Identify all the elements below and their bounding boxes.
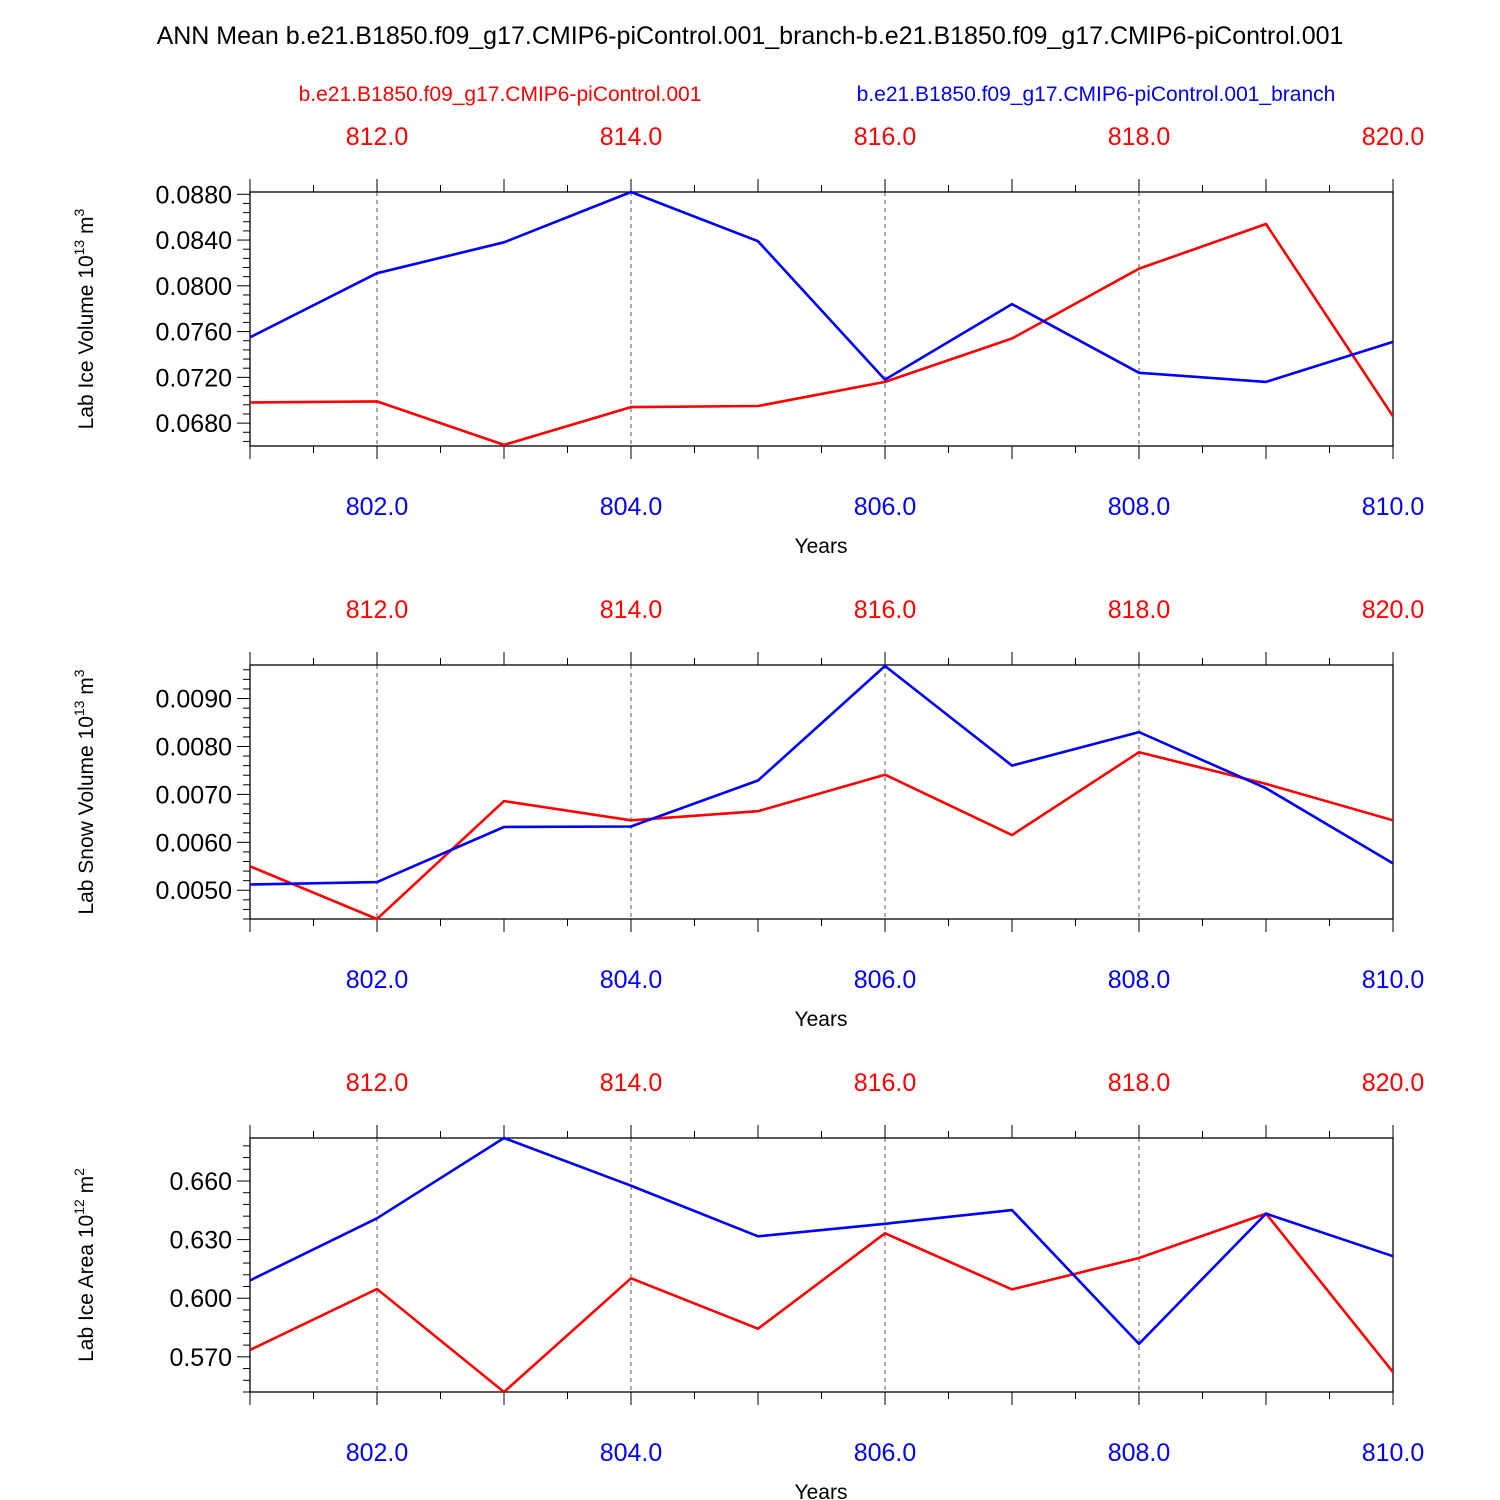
- y-axis-label-unit-exponent: 3: [71, 669, 87, 677]
- y-axis-label-exponent: 13: [71, 700, 87, 716]
- series-line-control: [250, 1212, 1393, 1394]
- x-tick-label-bottom: 802.0: [346, 966, 409, 994]
- x-tick-label-bottom: 810.0: [1362, 493, 1425, 521]
- plot-frame: [249, 191, 1394, 447]
- x-tick-label-top: 812.0: [346, 596, 409, 624]
- x-tick-label-bottom: 808.0: [1108, 1439, 1171, 1467]
- panel-3: 0.570 0.600 0.630 0.660 812.0 814.0 816.0 818.0…: [71, 1069, 1424, 1500]
- x-axis-label: Years: [795, 1481, 848, 1500]
- x-tick-label-bottom: 802.0: [346, 493, 409, 521]
- x-tick-label-top: 816.0: [854, 123, 917, 151]
- x-tick-label-bottom: 810.0: [1362, 966, 1425, 994]
- y-tick-label: 0.0080: [156, 733, 232, 761]
- x-tick-label-bottom: 804.0: [600, 1439, 663, 1467]
- x-tick-label-bottom: 806.0: [854, 493, 917, 521]
- y-axis-label-exponent: 13: [71, 240, 87, 256]
- y-tick-label: 0.0060: [156, 829, 232, 857]
- y-axis-label-unit-exponent: 3: [71, 208, 87, 216]
- x-tick-label-top: 812.0: [346, 123, 409, 151]
- series-line-control: [250, 750, 1393, 921]
- x-tick-label-bottom: 806.0: [854, 1439, 917, 1467]
- y-tick-label: 0.0840: [156, 227, 232, 255]
- series-line-branch: [250, 190, 1393, 384]
- y-axis-label-text: Lab Snow Volume 10: [75, 716, 98, 914]
- y-axis-label: Lab Ice Volume 1013 m3: [71, 208, 98, 429]
- y-axis-label-unit-exponent: 2: [71, 1168, 87, 1176]
- x-tick-label-bottom: 806.0: [854, 966, 917, 994]
- y-tick-label: 0.0720: [156, 364, 232, 392]
- y-tick-label: 0.600: [169, 1285, 232, 1313]
- series-line-control: [250, 222, 1393, 447]
- plot-frame: [249, 1137, 1394, 1393]
- x-tick-label-top: 818.0: [1108, 123, 1171, 151]
- x-tick-label-bottom: 804.0: [600, 966, 663, 994]
- chart-title: ANN Mean b.e21.B1850.f09_g17.CMIP6-piCon…: [157, 22, 1344, 50]
- legend-branch: b.e21.B1850.f09_g17.CMIP6-piControl.001_…: [857, 83, 1336, 106]
- panel-2: 0.0050 0.0060 0.0070 0.0080 0.0090 812.0 814.0…: [71, 596, 1424, 1031]
- x-tick-label-top: 818.0: [1108, 596, 1171, 624]
- x-tick-label-top: 816.0: [854, 1069, 917, 1097]
- x-tick-label-bottom: 810.0: [1362, 1439, 1425, 1467]
- panel-1: 0.0680 0.0720 0.0760 0.0800 0.0840 0.0880 812.…: [71, 123, 1424, 558]
- x-tick-label-bottom: 808.0: [1108, 493, 1171, 521]
- x-tick-label-bottom: 808.0: [1108, 966, 1171, 994]
- y-tick-label: 0.0070: [156, 781, 232, 809]
- y-tick-label: 0.0680: [156, 410, 232, 438]
- x-axis-label: Years: [795, 1008, 848, 1031]
- x-tick-label-bottom: 804.0: [600, 493, 663, 521]
- x-tick-label-top: 820.0: [1362, 596, 1425, 624]
- legend-control: b.e21.B1850.f09_g17.CMIP6-piControl.001: [299, 83, 702, 106]
- x-tick-label-top: 814.0: [600, 1069, 663, 1097]
- y-tick-label: 0.570: [169, 1344, 232, 1372]
- y-axis-label-text: Lab Ice Volume 10: [75, 255, 98, 429]
- y-axis-label: Lab Ice Area 1012 m2: [71, 1168, 98, 1362]
- y-tick-label: 0.0760: [156, 319, 232, 347]
- y-tick-label: 0.0050: [156, 877, 232, 905]
- y-tick-label: 0.0090: [156, 686, 232, 714]
- y-axis-label: Lab Snow Volume 1013 m3: [71, 669, 98, 914]
- x-tick-label-top: 816.0: [854, 596, 917, 624]
- x-axis-label: Years: [795, 535, 848, 558]
- y-tick-label: 0.660: [169, 1168, 232, 1196]
- y-axis-label-unit: m: [75, 677, 98, 700]
- y-tick-label: 0.0880: [156, 181, 232, 209]
- x-tick-label-bottom: 802.0: [346, 1439, 409, 1467]
- series-line-branch: [250, 1136, 1393, 1346]
- x-tick-label-top: 814.0: [600, 596, 663, 624]
- y-axis-label-text: Lab Ice Area 10: [75, 1215, 98, 1362]
- y-tick-label: 0.0800: [156, 273, 232, 301]
- y-axis-label-exponent: 12: [71, 1199, 87, 1215]
- y-axis-label-unit: m: [75, 216, 98, 239]
- y-axis-label-unit: m: [75, 1176, 98, 1199]
- x-tick-label-top: 820.0: [1362, 123, 1425, 151]
- x-tick-label-top: 818.0: [1108, 1069, 1171, 1097]
- x-tick-label-top: 814.0: [600, 123, 663, 151]
- series-line-branch: [250, 664, 1393, 886]
- y-tick-label: 0.630: [169, 1227, 232, 1255]
- x-tick-label-top: 812.0: [346, 1069, 409, 1097]
- x-tick-label-top: 820.0: [1362, 1069, 1425, 1097]
